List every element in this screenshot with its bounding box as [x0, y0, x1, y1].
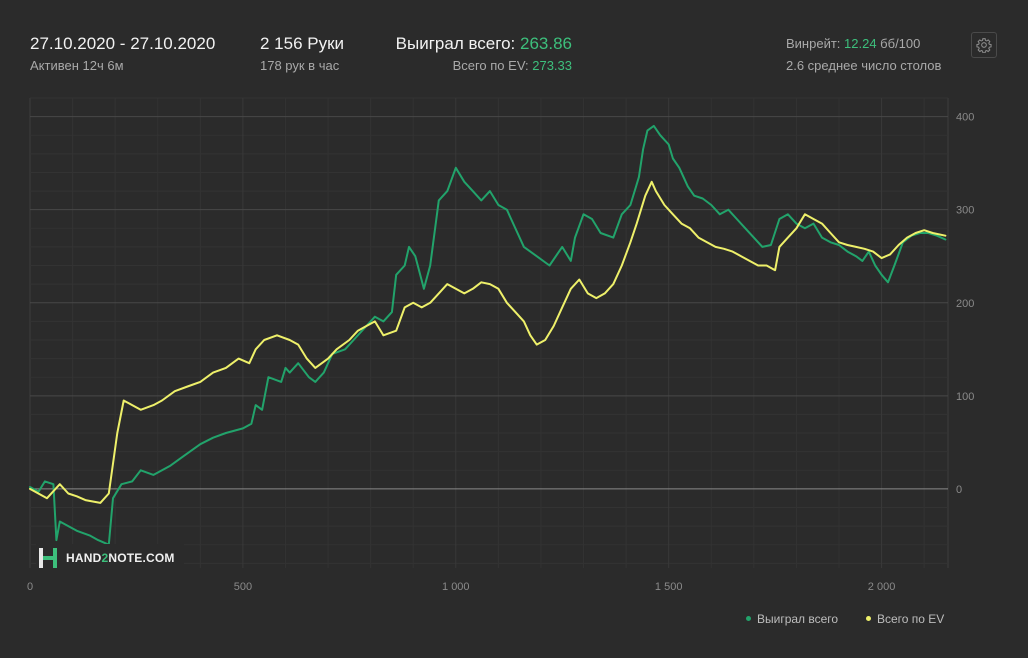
settings-button[interactable] — [971, 32, 997, 58]
x-tick-label: 2 000 — [868, 581, 896, 593]
ev-total-value: 273.33 — [532, 58, 572, 73]
hands-count: 2 156 Руки — [260, 34, 345, 53]
legend-item-ev[interactable]: Всего по EV — [866, 612, 944, 626]
hands-per-hour: 178 рук в час — [260, 58, 340, 73]
legend-dot-ev — [866, 616, 871, 622]
avg-tables: 2.6 среднее число столов — [786, 58, 942, 73]
won-total-label: Выиграл всего: — [395, 34, 520, 53]
logo-part-2: 2 — [101, 551, 109, 565]
won-total-value: 263.86 — [520, 34, 572, 53]
x-tick-label: 1 000 — [442, 581, 470, 593]
series-line-won — [29, 124, 947, 546]
series-line-ev — [29, 180, 947, 504]
x-tick-label: 0 — [27, 581, 33, 593]
ev-total-label: Всего по EV: — [452, 58, 533, 73]
date-range: 27.10.2020 - 27.10.2020 — [30, 34, 216, 53]
ev-total: Всего по EV: 273.33 — [370, 58, 572, 74]
hand2note-logo-text: HAND2NOTE.COM — [66, 551, 175, 565]
x-tick-label: 1 500 — [655, 581, 683, 593]
chart-axes: 0 500 1 000 1 500 2 000 0 100 200 300 400 — [27, 112, 974, 593]
logo-part-1: HAND — [66, 551, 102, 565]
winrate: Винрейт: 12.24 бб/100 — [786, 34, 941, 54]
hand2note-logo: HAND2NOTE.COM — [36, 544, 184, 572]
chart-series — [29, 124, 947, 546]
logo-part-3: NOTE.COM — [108, 551, 175, 565]
winrate-label: Винрейт: — [786, 36, 845, 51]
y-tick-label: 200 — [956, 298, 974, 310]
winrate-value: 12.24 — [844, 36, 877, 51]
legend-label-ev: Всего по EV — [877, 612, 945, 626]
legend-item-won[interactable]: Выиграл всего — [746, 612, 838, 626]
chart-grid — [29, 97, 949, 568]
y-tick-label: 0 — [956, 484, 962, 496]
legend-label-won: Выиграл всего — [757, 612, 839, 626]
y-tick-label: 100 — [956, 391, 974, 403]
gear-icon — [976, 38, 992, 53]
won-total: Выиграл всего: 263.86 — [370, 34, 572, 54]
active-duration: Активен 12ч 6м — [30, 58, 124, 73]
winrate-unit: бб/100 — [876, 36, 921, 51]
x-tick-label: 500 — [234, 581, 252, 593]
y-tick-label: 400 — [956, 112, 974, 124]
hands-block: 2 156 Руки 178 рук в час — [260, 34, 344, 74]
legend-dot-won — [746, 616, 751, 622]
winrate-block: Винрейт: 12.24 бб/100 2.6 среднее число … — [786, 34, 941, 74]
hand2note-logo-icon — [39, 548, 57, 568]
y-tick-label: 300 — [956, 205, 974, 217]
winnings-block: Выиграл всего: 263.86 Всего по EV: 273.3… — [370, 34, 572, 74]
date-range-block: 27.10.2020 - 27.10.2020 Активен 12ч 6м — [30, 34, 215, 74]
